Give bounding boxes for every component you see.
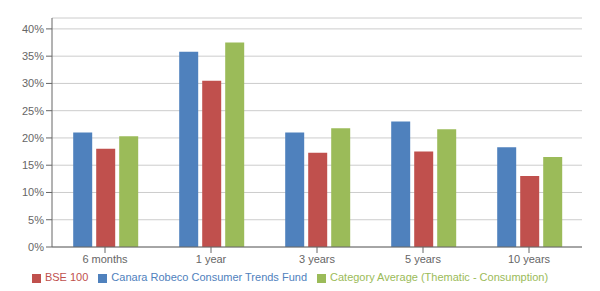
svg-text:35%: 35% <box>22 50 44 62</box>
svg-text:5 years: 5 years <box>405 253 442 265</box>
svg-text:30%: 30% <box>22 77 44 89</box>
svg-text:40%: 40% <box>22 23 44 35</box>
svg-text:5%: 5% <box>28 214 44 226</box>
html-text:BSE 100: BSE 100 <box>44 271 89 283</box>
svg-text:10%: 10% <box>22 186 44 198</box>
svg-text:0%: 0% <box>28 241 44 253</box>
svg-text:25%: 25% <box>22 105 44 117</box>
html-text:Category Average (Thematic - C: Category Average (Thematic - Consumption… <box>330 271 549 283</box>
svg-text:6 months: 6 months <box>82 253 128 265</box>
svg-text:3 years: 3 years <box>299 253 336 265</box>
svg-text:20%: 20% <box>22 132 44 144</box>
svg-text:10 years: 10 years <box>508 253 551 265</box>
svg-text:15%: 15% <box>22 159 44 171</box>
svg-text:1 year: 1 year <box>196 253 227 265</box>
html-text:Canara Robeco Consumer Trends: Canara Robeco Consumer Trends Fund <box>111 271 307 283</box>
